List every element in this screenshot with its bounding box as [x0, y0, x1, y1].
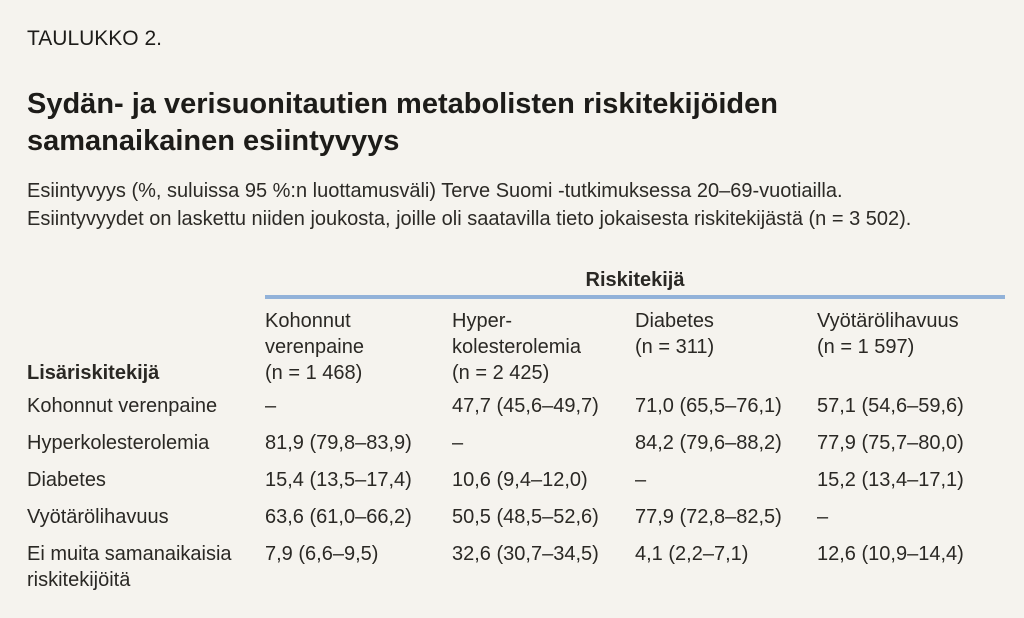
table-row-diabetes: Diabetes 15,4 (13,5–17,4) 10,6 (9,4–12,0… — [27, 467, 1005, 504]
table-cell: 57,1 (54,6–59,6) — [817, 395, 964, 417]
column-name-line: Kohonnut — [265, 310, 351, 332]
column-n-count: (n = 1 468) — [265, 362, 363, 384]
table-row-ei-muita-riskitekijoita: Ei muita samanaikaisia riskitekijöitä 7,… — [27, 541, 1005, 604]
table-cell: – — [265, 395, 277, 417]
table-cell: 71,0 (65,5–76,1) — [635, 395, 782, 417]
row-group-header: Lisäriskitekijä — [27, 362, 160, 384]
column-name-line: Vyötärölihavuus — [817, 310, 959, 332]
row-label: Kohonnut verenpaine — [27, 395, 218, 417]
row-label: Hyperkolesterolemia — [27, 432, 210, 454]
table-figure: TAULUKKO 2. Sydän- ja verisuonitautien m… — [27, 27, 1006, 604]
table-row-hyperkolesterolemia: Hyperkolesterolemia 81,9 (79,8–83,9) – 8… — [27, 430, 1005, 467]
column-n-count: (n = 311) — [635, 336, 715, 358]
table-cell: – — [452, 432, 464, 454]
column-header-kohonnut-verenpaine: Kohonnut verenpaine (n = 1 468) — [265, 297, 452, 393]
table-cell: 15,4 (13,5–17,4) — [265, 469, 412, 491]
column-name-line: Hyper- — [452, 310, 513, 332]
column-name-line: kolesterolemia — [452, 336, 581, 358]
table-title: Sydän- ja verisuonitautien metabolisten … — [27, 88, 778, 157]
table-cell: 63,6 (61,0–66,2) — [265, 506, 412, 528]
row-label: Vyötärölihavuus — [27, 506, 169, 528]
column-n-count: (n = 1 597) — [817, 336, 915, 358]
description-line-2: Esiintyvyydet on laskettu niiden joukost… — [27, 208, 912, 230]
table-cell: 10,6 (9,4–12,0) — [452, 469, 588, 491]
table-cell: 84,2 (79,6–88,2) — [635, 432, 782, 454]
empty-corner-cell — [27, 267, 265, 297]
table-cell: 50,5 (48,5–52,6) — [452, 506, 599, 528]
table-cell: 4,1 (2,2–7,1) — [635, 543, 749, 565]
description-line-1: Esiintyvyys (%, suluissa 95 %:n luottamu… — [27, 180, 843, 202]
table-cell: 81,9 (79,8–83,9) — [265, 432, 412, 454]
column-n-count: (n = 2 425) — [452, 362, 550, 384]
column-header-vyotarolihavuus: Vyötärölihavuus (n = 1 597) — [817, 297, 1005, 393]
table-cell: 32,6 (30,7–34,5) — [452, 543, 599, 565]
column-name-line: Diabetes — [635, 310, 714, 332]
column-name-line: verenpaine — [265, 336, 364, 358]
table-cell: – — [817, 506, 829, 528]
table-number-label: TAULUKKO 2. — [27, 27, 162, 50]
table-cell: 7,9 (6,6–9,5) — [265, 543, 379, 565]
table-row-vyotarolihavuus: Vyötärölihavuus 63,6 (61,0–66,2) 50,5 (4… — [27, 504, 1005, 541]
column-header-hyperkolesterolemia: Hyper- kolesterolemia (n = 2 425) — [452, 297, 635, 393]
row-label: Diabetes — [27, 469, 106, 491]
column-header-diabetes: Diabetes (n = 311) — [635, 297, 817, 393]
table-cell: 77,9 (75,7–80,0) — [817, 432, 964, 454]
row-label: Ei muita samanaikaisia riskitekijöitä — [27, 543, 232, 591]
table-cell: 15,2 (13,4–17,1) — [817, 469, 964, 491]
table-cell: 47,7 (45,6–49,7) — [452, 395, 599, 417]
table-cell: – — [635, 469, 647, 491]
risk-factor-group-header: Riskitekijä — [265, 267, 1006, 299]
table-row-kohonnut-verenpaine: Kohonnut verenpaine – 47,7 (45,6–49,7) 7… — [27, 393, 1005, 430]
table-cell: 77,9 (72,8–82,5) — [635, 506, 782, 528]
table-description: Esiintyvyys (%, suluissa 95 %:n luottamu… — [27, 177, 1005, 233]
table-cell: 12,6 (10,9–14,4) — [817, 543, 964, 565]
column-header-row: Lisäriskitekijä Kohonnut verenpaine (n =… — [27, 297, 1005, 393]
risk-factor-table: Riskitekijä Lisäriskitekijä Kohonnut ver… — [27, 267, 1006, 604]
group-header-row: Riskitekijä — [27, 267, 1006, 299]
